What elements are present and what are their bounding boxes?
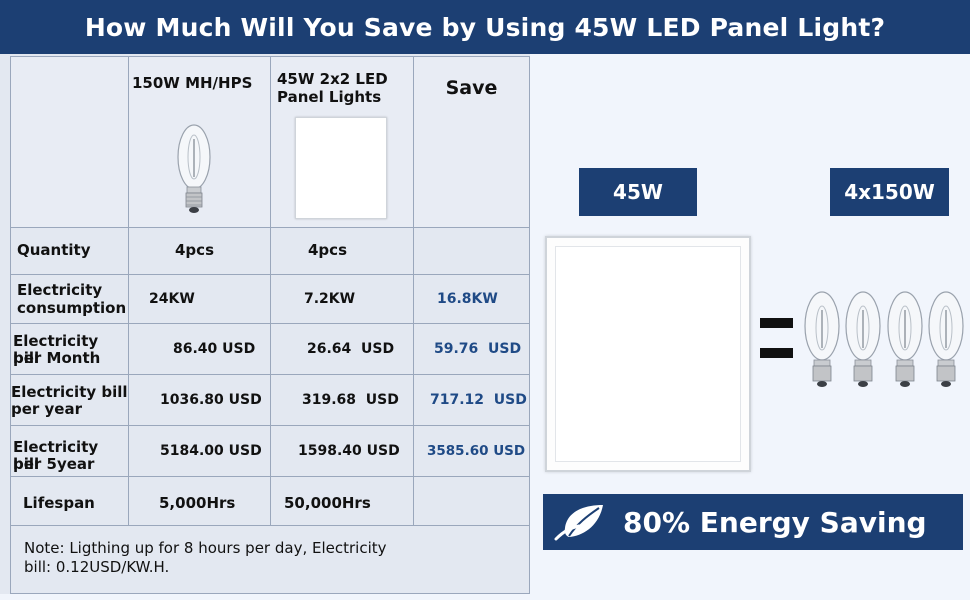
note-line2: bill: 0.12USD/KW.H.	[24, 558, 170, 576]
metal-halide-bulb-icon	[177, 124, 211, 213]
led-panel-icon	[295, 117, 387, 219]
energy-saving-banner: 80% Energy Saving	[543, 494, 963, 550]
row-label-line1: Electricity bill	[13, 332, 99, 367]
row-year-save-cell: 717.12 USD	[413, 374, 530, 426]
row-quantity-led-cell: 4pcs	[270, 227, 414, 275]
row-mh-value: 4pcs	[175, 241, 214, 259]
header-led-label-line1: 45W 2x2 LED	[277, 70, 388, 88]
row-led-value: 319.68 USD	[302, 392, 399, 408]
header-save-cell: Save	[413, 56, 530, 228]
metal-halide-bulb-icon	[804, 291, 840, 387]
row-label-line1: Electricity bill	[13, 438, 99, 473]
row-5year-led-cell: 1598.40 USD	[270, 425, 414, 477]
row-led-value: 26.64 USD	[307, 341, 395, 357]
row-5year-label-cell: Electricity bill per 5year	[10, 425, 129, 477]
led-wattage-label: 45W	[579, 168, 697, 216]
header-empty-cell	[10, 56, 129, 228]
row-mh-value: 24KW	[149, 291, 195, 307]
row-label-line1: Electricity	[17, 281, 103, 299]
equals-icon	[760, 318, 793, 328]
note-cell: Note: Ligthing up for 8 hours per day, E…	[10, 525, 530, 594]
row-consumption-led-cell: 7.2KW	[270, 274, 414, 324]
row-year-led-cell: 319.68 USD	[270, 374, 414, 426]
header-save-label: Save	[445, 77, 498, 99]
row-save-value: 717.12 USD	[430, 392, 527, 408]
row-mh-value: 5,000Hrs	[159, 494, 236, 512]
mh-wattage-label: 4x150W	[830, 168, 949, 216]
row-year-mh-cell: 1036.80 USD	[128, 374, 271, 426]
comparison-table: 150W MH/HPS 45W 2x2 LED Panel Lights Sav…	[0, 54, 530, 594]
row-label-line1: Electricity bill	[11, 383, 128, 401]
row-5year-mh-cell: 5184.00 USD	[128, 425, 271, 477]
row-lifespan-led-cell: 50,000Hrs	[270, 476, 414, 526]
row-quantity-mh-cell: 4pcs	[128, 227, 271, 275]
row-month-mh-cell: 86.40 USD	[128, 323, 271, 375]
row-month-led-cell: 26.64 USD	[270, 323, 414, 375]
leaf-icon	[554, 505, 603, 541]
row-save-value: 59.76 USD	[434, 341, 522, 357]
row-led-value: 50,000Hrs	[284, 494, 371, 512]
row-label: Quantity	[17, 241, 91, 259]
row-consumption-label-cell: Electricity consumption	[10, 274, 129, 324]
row-quantity-save-cell	[413, 227, 530, 275]
row-lifespan-save-cell	[413, 476, 530, 526]
row-label: Lifespan	[23, 494, 95, 512]
row-label-line2: consumption	[17, 299, 127, 317]
row-lifespan-mh-cell: 5,000Hrs	[128, 476, 271, 526]
row-mh-value: 86.40 USD	[173, 341, 256, 357]
row-save-value: 16.8KW	[437, 291, 498, 307]
bulbs-group-icon	[804, 291, 964, 387]
row-5year-save-cell: 3585.60 USD	[413, 425, 530, 477]
row-mh-value: 5184.00 USD	[160, 443, 262, 459]
page-title-banner: How Much Will You Save by Using 45W LED …	[0, 0, 970, 54]
row-led-value: 4pcs	[308, 241, 347, 259]
header-mh-label: 150W MH/HPS	[132, 74, 253, 92]
row-label-line2: per year	[11, 400, 83, 418]
led-panel-image	[545, 236, 751, 472]
header-led-label-line2: Panel Lights	[277, 88, 382, 106]
page-title: How Much Will You Save by Using 45W LED …	[84, 12, 886, 42]
header-mh-cell: 150W MH/HPS	[128, 56, 271, 228]
row-label-line2: per 5year	[13, 455, 95, 473]
note-line1: Note: Ligthing up for 8 hours per day, E…	[24, 539, 387, 557]
energy-saving-label: 80% Energy Saving	[623, 505, 927, 539]
row-month-label-cell: Electricity bill per Month	[10, 323, 129, 375]
row-led-value: 7.2KW	[304, 291, 356, 307]
row-label-line2: per Month	[13, 349, 101, 367]
header-led-cell: 45W 2x2 LED Panel Lights	[270, 56, 414, 228]
row-year-label-cell: Electricity bill per year	[10, 374, 129, 426]
row-mh-value: 1036.80 USD	[160, 392, 262, 408]
row-month-save-cell: 59.76 USD	[413, 323, 530, 375]
row-led-value: 1598.40 USD	[298, 443, 400, 459]
equals-icon-bar	[760, 348, 793, 358]
row-consumption-mh-cell: 24KW	[128, 274, 271, 324]
row-lifespan-label-cell: Lifespan	[10, 476, 129, 526]
row-quantity-label-cell: Quantity	[10, 227, 129, 275]
row-consumption-save-cell: 16.8KW	[413, 274, 530, 324]
row-save-value: 3585.60 USD	[427, 443, 526, 459]
